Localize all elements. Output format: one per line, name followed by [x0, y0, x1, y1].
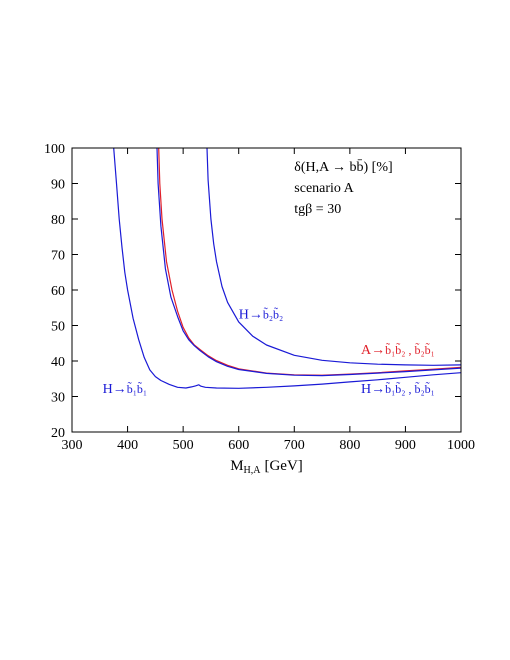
series-line-1 — [113, 147, 462, 389]
x-tick-label: 800 — [339, 438, 360, 453]
x-axis-label-main: M — [230, 458, 243, 474]
x-axis-label-unit: [GeV] — [264, 458, 302, 474]
y-tick-label: 100 — [44, 142, 65, 157]
y-tick-label: 80 — [51, 213, 65, 228]
curve-label-1: H→b̃₂b̃₂ — [239, 307, 284, 323]
annotation-title: δ(H,A → bb̄) [%] — [294, 159, 392, 175]
x-tick-label: 300 — [62, 438, 83, 453]
annotation-tanbeta: tgβ = 30 — [294, 202, 341, 217]
x-tick-label: 600 — [228, 438, 249, 453]
x-tick-label: 500 — [173, 438, 194, 453]
y-tick-label: 40 — [51, 355, 65, 370]
curve-label-3: H→b̃₁b̃₁ — [103, 381, 148, 397]
x-tick-label: 400 — [117, 438, 138, 453]
series-line-2 — [206, 147, 462, 366]
curve-label-4: H→b̃₁b̃₂ , b̃₂b̃₁ — [361, 381, 435, 397]
y-tick-label: 70 — [51, 249, 65, 264]
series-line-4 — [156, 147, 462, 377]
y-tick-label: 60 — [51, 284, 65, 299]
y-tick-label: 50 — [51, 320, 65, 335]
x-tick-label: 1000 — [447, 438, 475, 453]
tick-labels: 300 400 500 600 700 800 900 1000 20 30 40 50 60 70 80 9… — [44, 142, 475, 453]
axis-ticks — [71, 147, 462, 433]
annotation-scenario: scenario A — [294, 181, 354, 196]
x-tick-label: 700 — [284, 438, 305, 453]
x-axis-label: MH,A [GeV] — [230, 458, 303, 476]
x-tick-label: 900 — [395, 438, 416, 453]
curve-label-2: A→b̃₁b̃₂ , b̃₂b̃₁ — [361, 342, 435, 358]
y-tick-label: 90 — [51, 178, 65, 193]
y-tick-label: 30 — [51, 391, 65, 406]
x-axis-label-sub: H,A — [244, 465, 262, 476]
y-tick-label: 20 — [51, 426, 65, 441]
curve-labels: H→b̃₂b̃₂ A→b̃₁b̃₂ , b̃₂b̃₁ H→b̃₁b̃₁ H→b̃₁b̃… — [103, 307, 435, 397]
series-curves — [113, 147, 462, 389]
